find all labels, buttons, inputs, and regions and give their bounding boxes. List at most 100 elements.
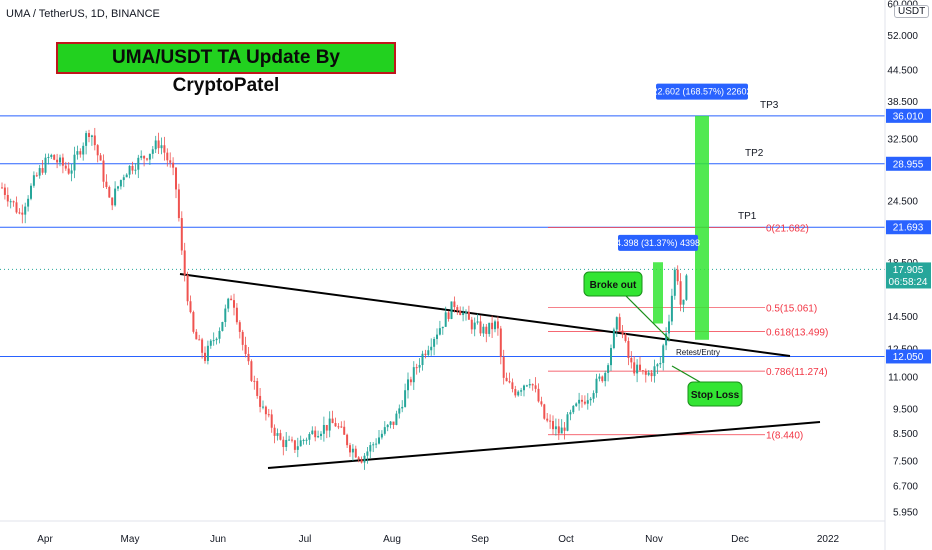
measure-label-bg — [656, 83, 748, 100]
tp-label: TP3 — [760, 100, 779, 111]
candle — [76, 145, 79, 160]
candle — [363, 453, 366, 470]
candle — [146, 157, 148, 162]
candle — [401, 400, 404, 413]
candle — [346, 433, 349, 449]
candle — [494, 319, 496, 333]
candle — [601, 375, 604, 383]
candle — [511, 378, 514, 393]
candle — [682, 299, 685, 313]
candle — [610, 344, 612, 371]
candle — [644, 368, 647, 383]
candle — [572, 405, 575, 415]
candle — [441, 326, 444, 335]
candle — [534, 377, 537, 393]
y-tick-label: 14.500 — [887, 312, 918, 323]
candle — [575, 402, 578, 407]
candle — [270, 409, 273, 433]
candle — [670, 288, 673, 326]
y-tick-label: 5.950 — [893, 508, 918, 519]
candle — [311, 426, 314, 435]
chart-banner: UMA/USDT TA Update By CryptoPatel — [56, 42, 396, 96]
x-tick-label: Dec — [731, 534, 749, 545]
candle — [447, 310, 450, 322]
candle — [235, 303, 238, 325]
candle — [180, 211, 183, 255]
candle — [499, 325, 502, 365]
candle — [148, 153, 151, 165]
candle — [485, 324, 488, 343]
candle — [41, 160, 44, 175]
candle — [598, 373, 601, 382]
price-badge — [886, 262, 931, 277]
candle — [96, 144, 99, 163]
candle — [157, 132, 160, 155]
y-tick-label: 9.500 — [893, 405, 918, 416]
price-badge — [886, 220, 931, 235]
currency-badge[interactable]: USDT — [894, 5, 930, 18]
price-badge-label: 36.010 — [893, 111, 924, 122]
fib-label: 0.786(11.274) — [766, 367, 828, 378]
candle — [32, 171, 35, 188]
x-tick-label: Jul — [299, 534, 312, 545]
candle — [546, 412, 549, 423]
candle — [409, 376, 412, 386]
measure-label: 22.602 (168.57%) 22602 — [652, 87, 751, 97]
candle — [50, 153, 53, 159]
candle — [90, 134, 93, 146]
candle — [473, 317, 476, 337]
candle — [61, 153, 64, 174]
candle — [317, 430, 320, 439]
candle — [482, 323, 485, 337]
symbol-title: UMA / TetherUS, 1D, BINANCE — [6, 8, 160, 20]
candle — [67, 162, 70, 175]
candle — [624, 332, 627, 343]
candle — [514, 385, 517, 398]
candle — [595, 373, 598, 398]
candle — [517, 390, 520, 397]
candle — [404, 383, 407, 408]
x-tick-label: Apr — [37, 534, 53, 545]
candle — [201, 337, 204, 359]
candle — [134, 163, 137, 175]
stop-loss-callout — [687, 381, 743, 407]
measure-label: 4.398 (31.37%) 4398 — [616, 238, 700, 248]
candle — [647, 370, 650, 377]
candle — [215, 337, 218, 345]
candle — [18, 208, 21, 215]
price-levels: TP3 TP2 TP1 0(21.682) 0.5(15.061) 0.618(13.49… — [0, 100, 885, 442]
annotations: 22.602 (168.57%) 22602 4.398 (31.37%) 439… — [583, 83, 752, 407]
candle — [276, 428, 279, 441]
candle — [320, 431, 322, 440]
candle — [415, 363, 418, 375]
candle — [137, 154, 140, 179]
candle — [444, 306, 447, 327]
candle — [636, 359, 639, 383]
candlesticks — [1, 127, 688, 470]
price-badge — [886, 156, 931, 171]
candle — [56, 153, 59, 169]
candle — [398, 404, 401, 419]
x-tick-label: May — [121, 534, 140, 545]
candle — [322, 416, 325, 442]
x-tick-label: Nov — [645, 534, 663, 545]
candle — [633, 356, 636, 376]
candle — [183, 242, 186, 282]
candle — [459, 306, 462, 316]
candle — [549, 414, 552, 429]
candle — [679, 273, 682, 312]
candle — [589, 396, 592, 406]
y-tick-label: 11.000 — [888, 373, 918, 384]
candle — [552, 415, 554, 435]
candle — [64, 161, 67, 171]
candle — [117, 185, 119, 192]
candle — [308, 432, 311, 445]
candle — [259, 387, 262, 413]
candle — [59, 154, 61, 167]
candle — [85, 130, 88, 155]
candle — [128, 165, 131, 179]
candle — [349, 442, 351, 457]
candle — [218, 327, 221, 344]
candle — [554, 418, 557, 436]
